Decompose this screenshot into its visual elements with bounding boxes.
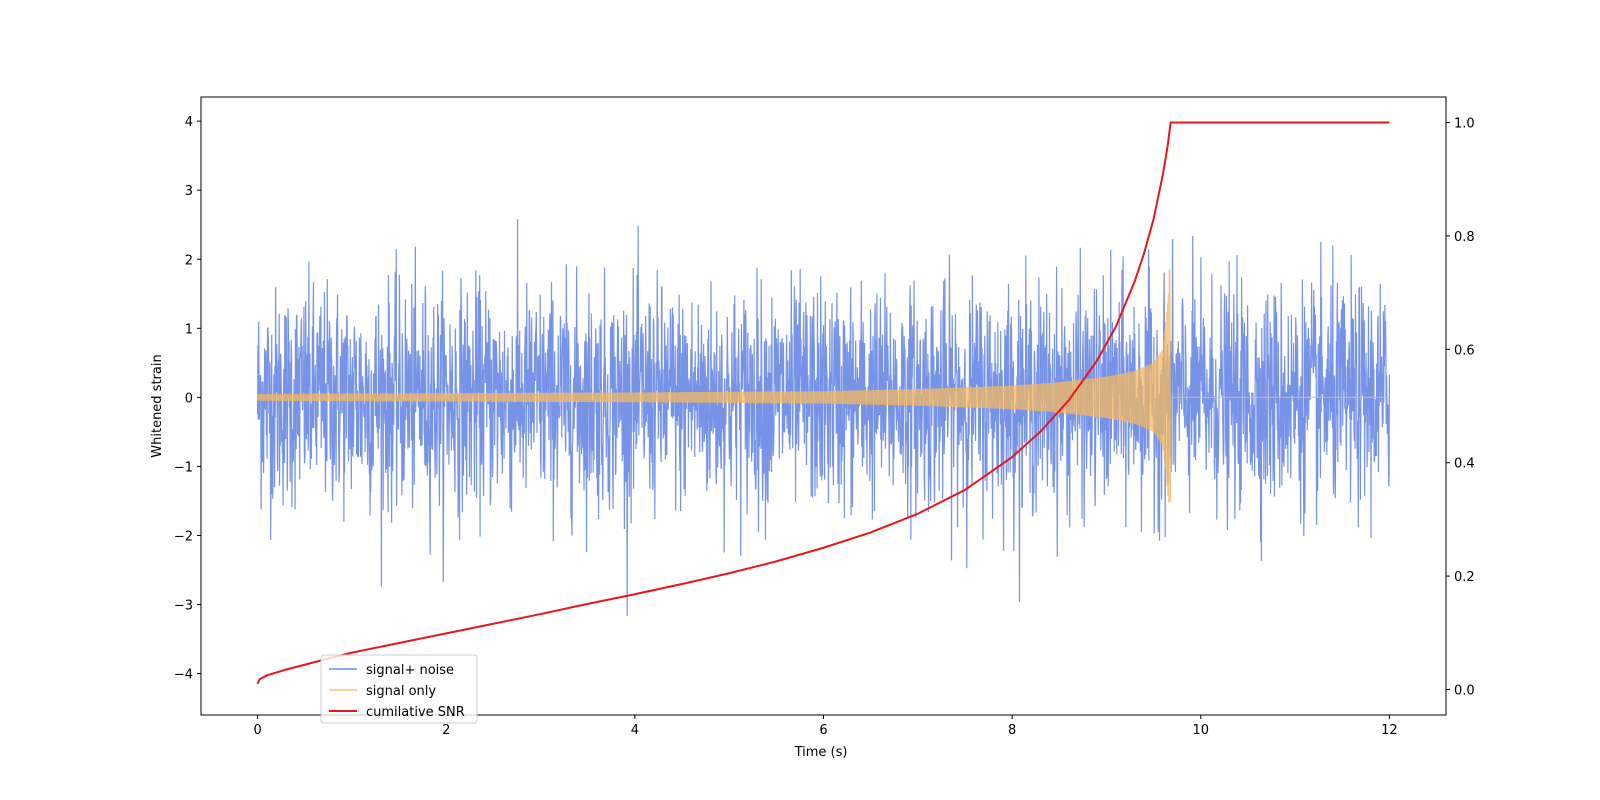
y-tick-label: 1 [185, 322, 193, 337]
y-axis: −4 −3 −2 −1 0 1 2 3 4 [174, 115, 201, 683]
x-tick-label: 6 [819, 723, 827, 738]
x-tick-label: 4 [631, 723, 639, 738]
series-signal-plus-noise-line [256, 219, 1391, 617]
y-tick-label: 0 [185, 391, 193, 406]
y-tick-label: −4 [174, 668, 193, 683]
y-tick-label: −1 [174, 460, 193, 475]
y2-tick-label: 1.0 [1454, 117, 1475, 132]
y2-tick-label: 0.0 [1454, 683, 1475, 698]
y-axis-label: Whitened strain [150, 354, 165, 457]
legend-label: cumilative SNR [366, 705, 465, 720]
y2-axis-right: 0.0 0.2 0.4 0.6 0.8 1.0 [1446, 117, 1475, 698]
series-cumulative-snr-line [256, 121, 1390, 685]
x-axis-label: Time (s) [794, 745, 848, 760]
y2-tick-label: 0.2 [1454, 570, 1475, 585]
x-tick-label: 2 [442, 723, 450, 738]
series-signal-only-line [256, 269, 1390, 503]
x-tick-label: 0 [253, 723, 261, 738]
x-tick-label: 10 [1192, 723, 1209, 738]
y-tick-label: −2 [174, 529, 193, 544]
legend: signal+ noise signal only cumilative SNR [320, 654, 478, 724]
y-tick-label: 4 [185, 115, 193, 130]
y-tick-label: −3 [174, 599, 193, 614]
legend-label: signal+ noise [366, 663, 454, 678]
legend-label: signal only [366, 684, 436, 699]
y-tick-label: 3 [185, 184, 193, 199]
y2-tick-label: 0.8 [1454, 230, 1475, 245]
y2-tick-label: 0.6 [1454, 343, 1475, 358]
y-tick-label: 2 [185, 253, 193, 268]
legend-box [320, 654, 478, 724]
y2-tick-label: 0.4 [1454, 457, 1475, 472]
series-layer [256, 121, 1391, 685]
x-tick-label: 8 [1008, 723, 1016, 738]
x-tick-label: 12 [1381, 723, 1398, 738]
